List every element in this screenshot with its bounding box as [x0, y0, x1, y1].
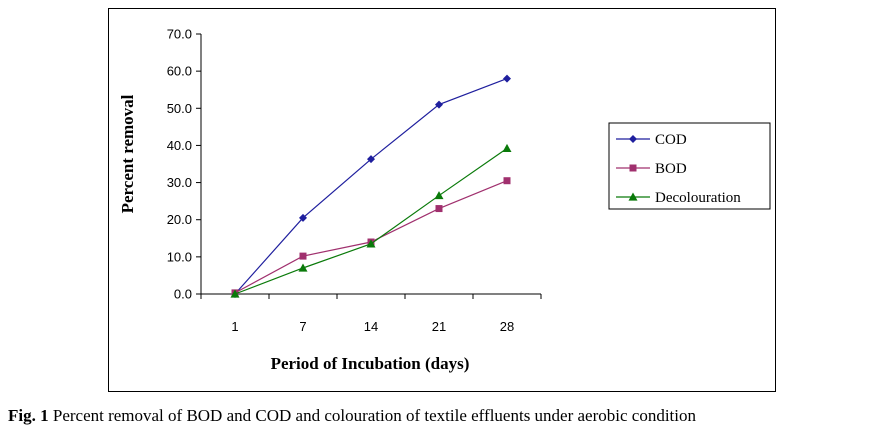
y-tick-label: 70.0 [167, 27, 192, 42]
y-tick-label: 40.0 [167, 138, 192, 153]
x-tick-label: 21 [432, 319, 446, 334]
series-cod [231, 74, 511, 298]
legend-marker [629, 164, 637, 172]
series-line [234, 180, 508, 294]
legend-marker [628, 192, 638, 201]
y-tick-label: 10.0 [167, 249, 192, 264]
x-axis-title: Period of Incubation (days) [271, 354, 470, 373]
legend-entry: BOD [616, 161, 687, 177]
x-tick-label: 1 [231, 319, 238, 334]
line-chart: 0.010.020.030.040.050.060.070.01 7 14 21 28 … [118, 27, 771, 373]
series-line [234, 147, 508, 295]
y-tick-label: 50.0 [167, 101, 192, 116]
legend-label: BOD [655, 161, 687, 177]
chart-frame: 0.0 10.0 20.0 30.0 40.0 50.0 60.0 70.0 1 7 14 21 28 … [108, 8, 776, 392]
y-axis-title: Percent removal [118, 94, 137, 213]
data-point [366, 239, 376, 248]
caption-text: Percent removal of BOD and COD and colou… [48, 406, 696, 425]
data-point [503, 177, 511, 185]
caption-label: Fig. 1 [8, 406, 49, 425]
legend-marker [629, 135, 637, 143]
series-bod [231, 177, 511, 297]
data-point [298, 263, 308, 272]
legend-entry: COD [616, 132, 687, 148]
data-point [503, 74, 511, 83]
data-point [299, 252, 307, 260]
x-tick-label: 14 [364, 319, 378, 334]
chart-series [230, 74, 512, 298]
legend-label: Decolouration [655, 190, 741, 206]
chart-axes: 0.0 10.0 20.0 30.0 40.0 50.0 60.0 70.0 1 7 14 21 28 [167, 27, 542, 334]
y-tick-label: 30.0 [167, 175, 192, 190]
data-point [434, 191, 444, 200]
data-point [367, 155, 375, 164]
y-tick-label: 60.0 [167, 64, 192, 79]
series-line [234, 78, 508, 295]
y-tick-label: 0.0 [174, 287, 192, 302]
data-point [435, 205, 443, 213]
chart-legend: COD BOD Decolouration [608, 122, 771, 210]
data-point [502, 143, 512, 152]
data-point [299, 213, 307, 222]
x-tick-label: 28 [500, 319, 514, 334]
data-point [230, 289, 240, 298]
legend-entry: Decolouration [616, 190, 741, 206]
series-decolouration [230, 143, 512, 298]
data-point [435, 100, 443, 109]
x-tick-label: 7 [299, 319, 306, 334]
y-tick-label: 20.0 [167, 212, 192, 227]
figure-caption: Fig. 1 Percent removal of BOD and COD an… [8, 406, 872, 426]
legend-label: COD [655, 132, 687, 148]
